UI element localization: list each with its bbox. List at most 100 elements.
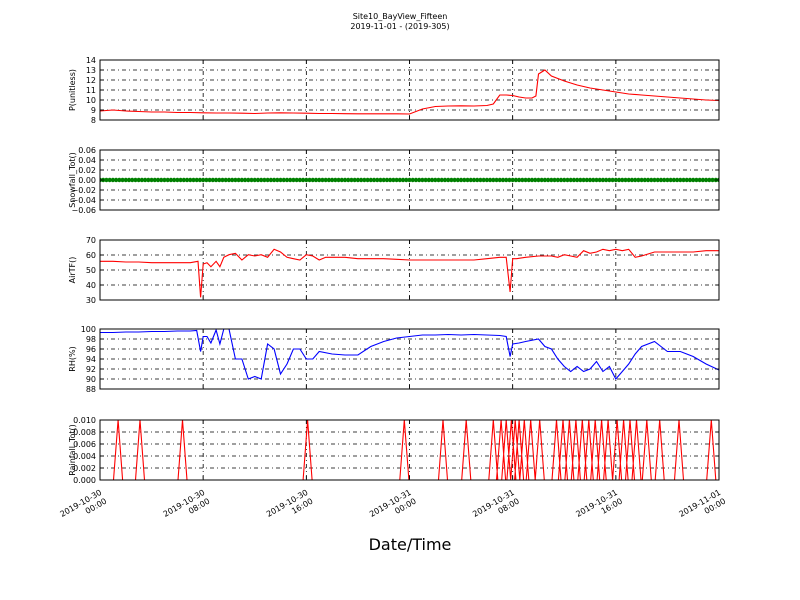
series-point [113,177,119,183]
series-point [429,177,435,183]
y-tick-label: 0.008 [73,428,96,437]
series-point [233,177,238,183]
series-point [487,177,493,183]
series-point [684,177,689,183]
series-point [420,177,425,183]
series-point [468,177,473,183]
series-point [313,177,319,183]
series-point [117,177,122,183]
series-group [100,177,719,183]
y-tick-label: 96 [86,345,96,354]
series-point [229,177,235,183]
panel-3: 30 40 50 60 70 AirTF() [68,236,720,305]
series-point [433,177,438,183]
series-point [539,177,544,183]
series-point [665,177,670,183]
series-point [133,177,138,183]
series-point [565,177,570,183]
series-point [507,177,512,183]
series-point [707,177,712,183]
series-point [616,177,622,183]
series-line [100,69,719,115]
y-tick-label: 0.006 [73,440,96,449]
y-tick-label: 10 [86,96,96,105]
panels: 891011121314P(unitless)−0.06−0.04−0.020.… [68,56,720,485]
series-point [416,177,422,183]
series-point [597,177,602,183]
series-point [281,177,286,183]
series-point [365,177,370,183]
y-tick-label: 92 [86,365,96,374]
y-tick-label: 8 [91,116,96,125]
y-axis-label: Snowfall_Tot() [68,152,77,208]
y-tick-label: 9 [91,106,96,115]
series-point [310,177,315,183]
series-point [207,177,212,183]
series-point [349,177,354,183]
series-point [178,177,183,183]
series-point [581,177,586,183]
series-point [378,177,383,183]
series-line [100,248,719,298]
panel-2: −0.06−0.04−0.020.000.020.040.06Snowfall_… [68,146,720,215]
series-point [568,177,573,183]
series-point [262,177,267,183]
series-point [632,177,638,183]
series-point [168,177,174,183]
y-tick-label: 0.010 [73,416,96,425]
series-point [649,177,654,183]
series-point [642,177,648,183]
series-point [462,177,467,183]
y-tick-label: 0.000 [73,476,96,485]
series-point [655,177,660,183]
series-point [197,177,203,183]
y-tick-label: −0.02 [71,186,96,195]
series-point [481,177,486,183]
series-point [358,177,364,183]
series-point [426,177,432,183]
series-point [249,177,254,183]
series-point [494,177,499,183]
y-tick-label: 14 [86,56,96,65]
y-tick-label: 12 [86,76,96,85]
y-tick-label: 100 [81,325,96,334]
series-point [526,177,531,183]
series-point [284,177,290,183]
figure-subtitle: 2019-11-01 - (2019-305) [350,22,449,31]
series-point [449,177,454,183]
series-point [155,177,161,183]
y-tick-label: 30 [86,296,96,305]
y-tick-label: 0.04 [78,156,96,165]
series-point [149,177,154,183]
series-point [513,177,519,183]
series-point [555,177,561,183]
y-axis-label: AirTF() [68,257,77,284]
series-point [445,177,451,183]
series-point [136,177,141,183]
y-tick-label: 0.06 [78,146,96,155]
series-point [591,177,596,183]
series-point [252,177,257,183]
series-point [368,177,374,183]
series-point [194,177,199,183]
series-point [236,177,241,183]
y-tick-label: 98 [86,335,96,344]
y-tick-label: 0.02 [78,166,96,175]
series-point [323,177,328,183]
y-tick-label: 90 [86,375,96,384]
series-group [100,329,719,380]
series-point [533,177,538,183]
series-point [291,177,296,183]
series-point [500,177,506,183]
y-tick-label: 0.00 [78,176,96,185]
series-point [271,177,277,183]
series-point [697,177,702,183]
series-point [442,177,448,183]
series-point [703,177,709,183]
